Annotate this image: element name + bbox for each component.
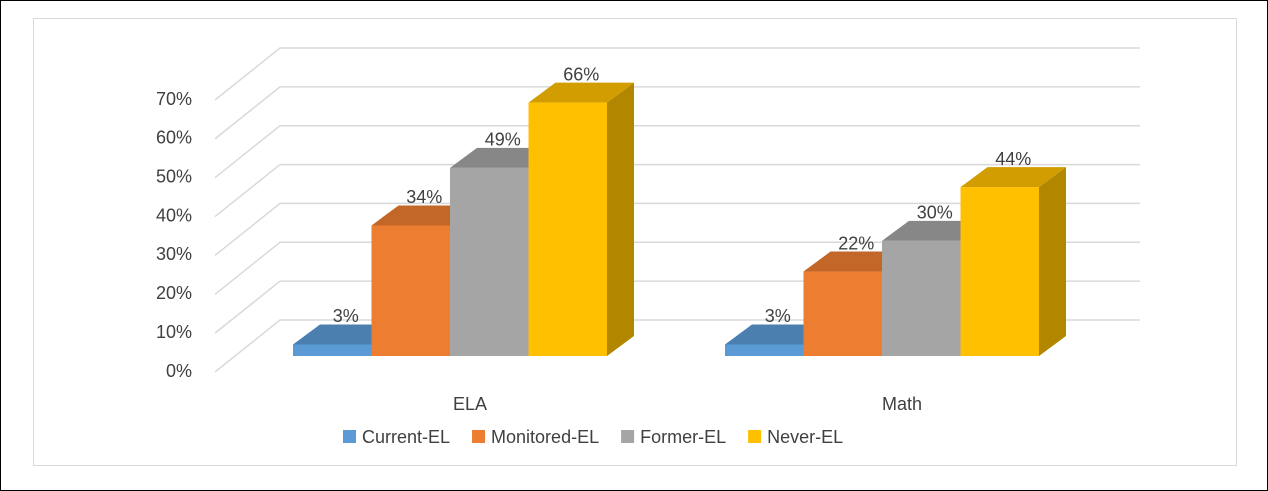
bar bbox=[293, 344, 372, 356]
bar bbox=[882, 240, 961, 356]
bar bbox=[371, 225, 450, 356]
legend-swatch bbox=[343, 430, 356, 443]
legend-label: Monitored-EL bbox=[491, 427, 599, 447]
y-tick-label: 50% bbox=[156, 166, 192, 186]
y-tick-label: 20% bbox=[156, 283, 192, 303]
y-tick-label: 10% bbox=[156, 322, 192, 342]
bar bbox=[725, 344, 804, 356]
data-label: 3% bbox=[765, 306, 791, 326]
y-tick-label: 70% bbox=[156, 89, 192, 109]
legend-label: Former-EL bbox=[640, 427, 726, 447]
bar-top bbox=[528, 82, 634, 103]
bar bbox=[450, 167, 529, 356]
bar-top bbox=[960, 167, 1066, 188]
y-tick-label: 30% bbox=[156, 244, 192, 264]
bar bbox=[960, 187, 1039, 356]
legend-swatch bbox=[621, 430, 635, 443]
data-label: 22% bbox=[838, 233, 874, 253]
x-tick-label: ELA bbox=[453, 394, 487, 414]
legend-swatch bbox=[472, 430, 486, 443]
grid-line bbox=[214, 47, 1140, 101]
x-tick-label: Math bbox=[882, 394, 922, 414]
bar bbox=[803, 271, 882, 356]
data-label: 30% bbox=[917, 203, 953, 223]
bar-side bbox=[607, 82, 634, 356]
legend-swatch bbox=[748, 430, 762, 443]
data-label: 49% bbox=[485, 130, 521, 150]
bar bbox=[528, 102, 607, 356]
legend-label: Never-EL bbox=[767, 427, 843, 447]
grid-line bbox=[214, 241, 1140, 295]
grid-line bbox=[214, 86, 1140, 140]
data-label: 3% bbox=[333, 306, 359, 326]
data-label: 66% bbox=[563, 64, 599, 84]
data-label: 34% bbox=[406, 187, 442, 207]
bar-side bbox=[1039, 167, 1066, 356]
y-tick-label: 60% bbox=[156, 128, 192, 148]
grid-line bbox=[214, 163, 1140, 218]
grid-line bbox=[214, 202, 1140, 257]
y-tick-label: 40% bbox=[156, 205, 192, 225]
y-tick-label: 0% bbox=[166, 361, 192, 381]
legend-label: Current-EL bbox=[362, 427, 450, 447]
data-label: 44% bbox=[995, 149, 1031, 169]
grid-line bbox=[214, 124, 1140, 179]
chart-border bbox=[33, 18, 1237, 466]
